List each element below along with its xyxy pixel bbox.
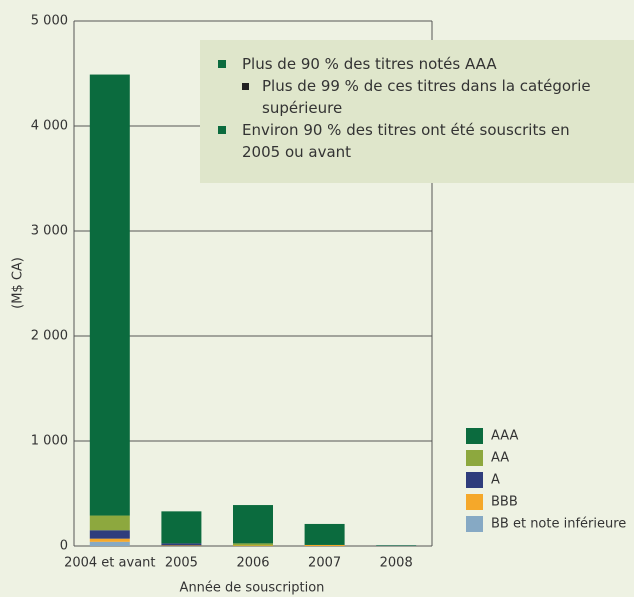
y-tick-label: 5 000 (31, 14, 68, 29)
x-tick-label: 2005 (165, 556, 198, 571)
bar-segment (89, 541, 130, 546)
x-axis-label: Année de souscription (180, 581, 325, 596)
y-tick-label: 1 000 (31, 434, 68, 449)
bar-segment (304, 544, 345, 546)
bar-segment (89, 538, 130, 542)
y-tick-label: 3 000 (31, 224, 68, 239)
bar-segment (161, 543, 202, 546)
legend-swatch (466, 450, 483, 466)
y-axis-label: (M$ CA) (11, 257, 26, 309)
legend-label: AA (491, 451, 509, 466)
x-tick-label: 2008 (380, 556, 413, 571)
legend-label: BBB (491, 495, 518, 510)
y-tick-label: 2 000 (31, 329, 68, 344)
bar-segment (376, 545, 417, 546)
bar-segment (233, 505, 273, 544)
annotation-box: Plus de 90 % des titres notés AAA Plus de… (200, 40, 634, 183)
bar-segment (233, 545, 273, 546)
legend-swatch (466, 472, 483, 488)
x-tick-label: 2006 (236, 556, 269, 571)
x-tick-label: 2004 et avant (64, 556, 155, 571)
bar-segment (161, 511, 202, 544)
note: Plus de 90 % des titres notés AAA (218, 53, 602, 75)
legend-swatch (466, 494, 483, 510)
legend-swatch (466, 516, 483, 532)
legend-swatch (466, 428, 483, 444)
x-tick-label: 2007 (308, 556, 341, 571)
legend-label: AAA (491, 429, 519, 444)
bar-segment (89, 74, 130, 516)
legend-label: A (491, 473, 500, 488)
bar-segment (304, 523, 345, 545)
bar-segment (233, 543, 273, 546)
note: Environ 90 % des titres ont été souscrit… (218, 119, 602, 163)
bar-segment (89, 515, 130, 531)
sub-note: Plus de 99 % de ces titres dans la catég… (242, 75, 622, 119)
bar-segment (161, 545, 202, 546)
y-tick-label: 4 000 (31, 119, 68, 134)
legend-label: BB et note inférieure (491, 517, 626, 532)
bar-segment (89, 530, 130, 539)
y-tick-label: 0 (60, 539, 68, 554)
